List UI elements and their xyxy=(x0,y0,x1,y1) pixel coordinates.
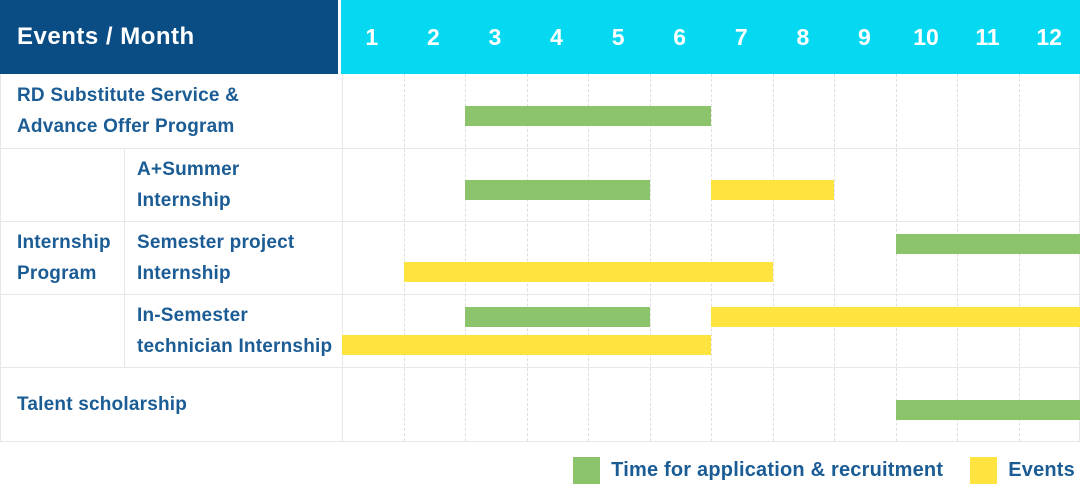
label-line: Internship xyxy=(137,189,231,211)
label-line: technician Internship xyxy=(137,335,333,357)
row-divider xyxy=(0,367,1080,368)
month-gridline xyxy=(649,74,651,441)
legend-swatch-application xyxy=(573,456,601,484)
gantt-bar-event xyxy=(403,262,773,282)
label-line: Semester project xyxy=(137,231,295,253)
grid-border xyxy=(342,74,343,442)
label-line: In-Semester xyxy=(137,304,248,326)
table-title: Events / Month xyxy=(17,23,195,50)
month-gridline xyxy=(895,74,897,441)
month-label: 9 xyxy=(858,23,871,50)
month-gridline xyxy=(588,74,589,441)
legend-label: Time for application & recruitment xyxy=(611,458,944,481)
legend-item-application: Time for application & recruitment xyxy=(573,456,944,484)
month-label: 5 xyxy=(611,23,625,50)
row-label-a-plus-summer-internship: A+Summer Internship xyxy=(124,148,342,221)
gantt-bar-application xyxy=(465,307,650,327)
legend-item-event: Events xyxy=(970,456,1075,484)
gantt-bar-application xyxy=(465,106,711,126)
row-divider xyxy=(0,441,1080,442)
row-divider xyxy=(0,221,1080,222)
label-line: Program xyxy=(17,262,97,284)
month-gridline xyxy=(711,74,712,441)
month-gridline xyxy=(465,74,466,441)
month-gridline xyxy=(403,74,405,441)
grid-border xyxy=(0,74,1,442)
label-line: Talent scholarship xyxy=(17,394,188,415)
month-label: 8 xyxy=(796,23,810,50)
legend-label: Events xyxy=(1008,458,1075,481)
legend: Time for application & recruitment Events xyxy=(573,453,1075,487)
gantt-bar-application xyxy=(465,180,650,200)
month-label: 6 xyxy=(673,23,687,50)
label-line: Internship xyxy=(17,231,111,253)
month-label: 1 xyxy=(365,23,379,50)
gantt-bar-application xyxy=(895,400,1080,420)
month-gridline xyxy=(957,74,958,441)
row-label-talent-scholarship: Talent scholarship xyxy=(0,367,342,442)
month-gridline xyxy=(526,74,528,441)
month-label: 7 xyxy=(734,23,748,50)
month-label: 4 xyxy=(550,23,563,50)
month-label: 2 xyxy=(426,23,440,50)
row-divider xyxy=(0,148,1080,149)
month-gridline xyxy=(772,74,774,441)
group-label-internship-program: Internship Program xyxy=(0,148,124,367)
month-label: 12 xyxy=(1036,23,1062,50)
row-label-rd-substitute-service: RD Substitute Service & Advance Offer Pro… xyxy=(0,74,342,148)
month-gridline xyxy=(834,74,835,441)
label-line: Advance Offer Program xyxy=(17,116,235,137)
month-header-row: 1 2 3 4 5 6 7 8 9 10 11 12 xyxy=(341,0,1080,74)
month-label: 11 xyxy=(975,23,1000,50)
month-label: 10 xyxy=(913,23,939,50)
legend-swatch-event xyxy=(970,456,998,484)
month-gridline xyxy=(1018,74,1020,441)
gantt-bar-event xyxy=(711,180,834,200)
gantt-bar-application xyxy=(895,234,1080,254)
label-line: Internship xyxy=(137,262,231,284)
month-label: 3 xyxy=(488,23,502,50)
grid-border xyxy=(124,148,125,367)
label-line: RD Substitute Service & xyxy=(17,85,240,106)
header-events-month-cell: Events / Month xyxy=(0,0,338,74)
gantt-bar-event xyxy=(711,307,1080,327)
gantt-bar-event xyxy=(342,335,711,355)
row-label-in-semester-technician-internship: In-Semester technician Internship xyxy=(124,294,342,367)
label-line: A+Summer xyxy=(137,158,240,180)
row-divider xyxy=(0,294,1080,295)
row-label-semester-project-internship: Semester project Internship xyxy=(124,221,342,294)
